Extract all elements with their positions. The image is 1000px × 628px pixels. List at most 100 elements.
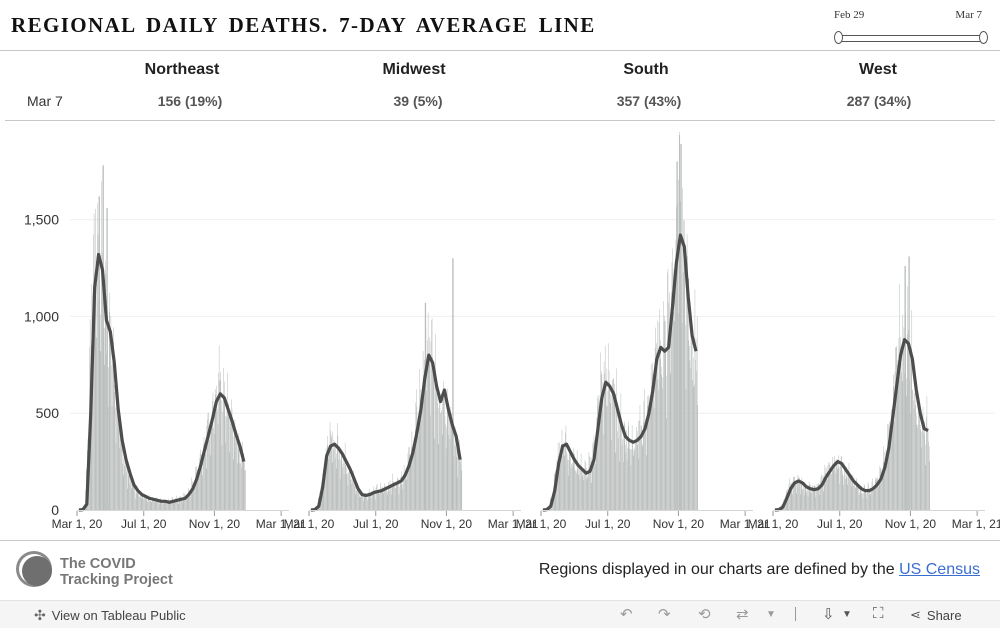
daily-bar bbox=[120, 429, 121, 510]
daily-bar bbox=[387, 495, 388, 510]
daily-bar bbox=[446, 448, 447, 510]
daily-bar bbox=[792, 488, 793, 510]
daily-bar bbox=[354, 481, 355, 510]
daily-bar bbox=[614, 391, 615, 510]
daily-bar bbox=[234, 432, 235, 510]
daily-bar bbox=[926, 465, 927, 510]
view-on-tableau-button[interactable]: ✣ View on Tableau Public bbox=[34, 607, 186, 624]
daily-bar bbox=[691, 331, 692, 510]
slider-handle-start[interactable] bbox=[834, 31, 843, 44]
daily-bar bbox=[209, 427, 210, 510]
daily-bar bbox=[610, 403, 611, 510]
daily-bar bbox=[849, 476, 850, 510]
daily-bar bbox=[811, 489, 812, 510]
daily-bar bbox=[161, 503, 162, 510]
daily-bar bbox=[229, 409, 230, 510]
daily-bar bbox=[660, 340, 661, 510]
daily-bar bbox=[829, 462, 830, 510]
daily-bar bbox=[245, 470, 246, 510]
daily-bar bbox=[382, 492, 383, 510]
daily-bar bbox=[831, 474, 832, 510]
daily-bar bbox=[134, 484, 135, 510]
daily-bar bbox=[214, 412, 215, 510]
daily-bar bbox=[458, 453, 459, 510]
download-dropdown-icon[interactable]: ▼ bbox=[842, 609, 852, 620]
daily-bar bbox=[122, 447, 123, 510]
divider-summary bbox=[5, 120, 995, 121]
daily-bar bbox=[142, 498, 143, 510]
refresh-dropdown-icon[interactable]: ▼ bbox=[766, 609, 776, 620]
daily-bar bbox=[688, 340, 689, 510]
daily-bar bbox=[838, 469, 839, 510]
daily-bar bbox=[336, 453, 337, 510]
daily-bar bbox=[633, 456, 634, 510]
date-range-slider[interactable]: Feb 29 Mar 7 bbox=[834, 8, 988, 48]
slider-track[interactable] bbox=[838, 35, 984, 42]
daily-bar bbox=[822, 486, 823, 510]
daily-bar bbox=[193, 490, 194, 510]
daily-bar bbox=[929, 462, 930, 510]
slider-handle-end[interactable] bbox=[979, 31, 988, 44]
daily-bar bbox=[421, 404, 422, 510]
daily-bar bbox=[568, 460, 569, 510]
daily-bar bbox=[917, 428, 918, 510]
fullscreen-icon[interactable]: ⛶ bbox=[873, 605, 884, 622]
download-icon[interactable]: ⇩ bbox=[822, 605, 835, 623]
daily-bar bbox=[185, 499, 186, 510]
daily-bar bbox=[644, 401, 645, 510]
daily-bar bbox=[871, 495, 872, 510]
refresh-icon[interactable]: ⇄ bbox=[736, 605, 749, 623]
daily-bar bbox=[210, 423, 211, 510]
daily-bar bbox=[124, 466, 125, 510]
daily-bar bbox=[429, 337, 430, 510]
daily-bar bbox=[428, 354, 429, 510]
date-range-end-label: Mar 7 bbox=[955, 9, 982, 21]
daily-bar bbox=[116, 443, 117, 510]
daily-bar bbox=[228, 409, 229, 510]
revert-icon[interactable]: ⟲ bbox=[698, 605, 711, 623]
daily-bar bbox=[230, 453, 231, 510]
daily-bar bbox=[590, 458, 591, 510]
daily-bar bbox=[923, 431, 924, 510]
daily-bar bbox=[136, 494, 137, 510]
daily-bar bbox=[212, 415, 213, 510]
daily-bar bbox=[669, 333, 670, 510]
y-tick-label: 1,000 bbox=[24, 308, 59, 324]
daily-bar bbox=[367, 495, 368, 510]
daily-bar bbox=[159, 504, 160, 510]
daily-bar bbox=[898, 384, 899, 510]
daily-bar bbox=[226, 417, 227, 510]
daily-bar bbox=[617, 412, 618, 510]
daily-bar bbox=[141, 496, 142, 510]
redo-icon[interactable]: ↷ bbox=[658, 605, 671, 623]
share-button[interactable]: ⋖ Share bbox=[910, 607, 962, 623]
daily-bar bbox=[845, 468, 846, 510]
daily-bar bbox=[870, 490, 871, 510]
daily-bar bbox=[859, 495, 860, 510]
daily-bar bbox=[376, 485, 377, 510]
tableau-logo-icon: ✣ bbox=[34, 607, 46, 624]
daily-bar bbox=[671, 330, 672, 510]
daily-bar bbox=[119, 413, 120, 510]
daily-bar bbox=[873, 491, 874, 510]
undo-icon[interactable]: ↶ bbox=[620, 605, 633, 623]
daily-bar bbox=[432, 318, 433, 510]
daily-bar bbox=[696, 338, 697, 510]
us-census-link[interactable]: US Census bbox=[899, 561, 980, 578]
daily-bar bbox=[100, 351, 101, 510]
daily-bar bbox=[221, 401, 222, 510]
daily-bar bbox=[825, 465, 826, 510]
daily-bar bbox=[839, 484, 840, 510]
daily-bar bbox=[603, 434, 604, 510]
daily-bar bbox=[222, 412, 223, 510]
daily-bar bbox=[354, 486, 355, 510]
daily-bar bbox=[432, 357, 433, 510]
daily-bar bbox=[154, 502, 155, 510]
daily-bar bbox=[907, 286, 908, 510]
daily-bar bbox=[329, 451, 330, 510]
daily-bar bbox=[664, 316, 665, 510]
region-header-south: South bbox=[546, 61, 746, 79]
daily-bar bbox=[214, 434, 215, 510]
daily-bar bbox=[924, 422, 925, 510]
daily-bar bbox=[126, 472, 127, 510]
